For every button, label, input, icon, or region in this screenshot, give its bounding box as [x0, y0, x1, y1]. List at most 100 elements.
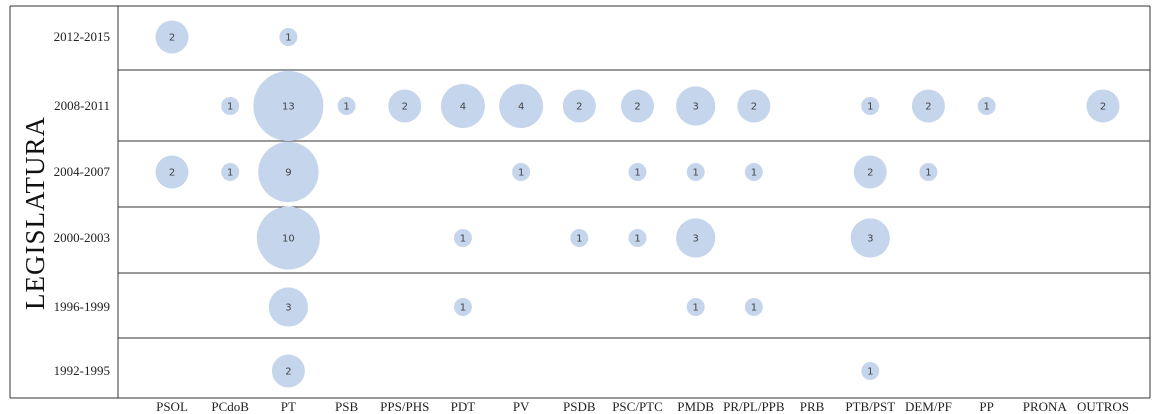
bubble: [744, 298, 763, 316]
bubble: [911, 89, 945, 123]
x-tick-label: OUTROS: [1077, 399, 1129, 414]
x-tick-label: PTB/PST: [845, 399, 895, 414]
y-tick-label: 2004-2007: [54, 164, 111, 179]
bubble-value-label: 1: [227, 102, 233, 113]
bubble: [919, 163, 938, 181]
bubble-value-label: 2: [1100, 102, 1106, 113]
bubble: [388, 89, 422, 123]
bubble-value-label: 2: [751, 102, 757, 113]
bubble-value-label: 1: [751, 168, 757, 179]
x-tick-label: PMDB: [677, 399, 714, 414]
bubble: [861, 97, 880, 115]
bubble-value-label: 2: [576, 102, 582, 113]
bubble: [271, 354, 305, 388]
bubble-value-label: 1: [867, 367, 873, 378]
bubble: [221, 97, 240, 115]
x-tick-label: PDT: [451, 399, 476, 414]
bubble: [861, 362, 880, 380]
bubble-value-label: 1: [634, 168, 640, 179]
bubble: [853, 155, 887, 189]
x-tick-label: PRONA: [1023, 399, 1068, 414]
x-tick-label: PT: [281, 399, 296, 414]
bubble-value-label: 2: [634, 102, 640, 113]
bubble-value-label: 1: [925, 168, 931, 179]
bubble-value-label: 2: [402, 102, 408, 113]
row-separators: [118, 69, 1150, 339]
y-tick-label: 2000-2003: [54, 230, 110, 245]
bubble-value-label: 1: [751, 303, 757, 314]
bubble-value-label: 4: [460, 102, 466, 113]
x-tick-label: PSC/PTC: [612, 399, 663, 414]
bubble-value-label: 1: [693, 303, 699, 314]
bubble: [440, 84, 485, 128]
bubble-value-label: 3: [285, 303, 291, 314]
bubbles: 2 11 13 1 2 4 4 2 2 3 2 1 2 1 22 1 9 1 1 1 1 2 110 1 1 1 3 33 1 1 12 1: [155, 20, 1120, 388]
bubble: [258, 141, 319, 203]
bubble: [570, 229, 589, 247]
bubble-value-label: 2: [169, 168, 175, 179]
bubble-value-label: 1: [460, 303, 466, 314]
bubble: [676, 86, 716, 126]
x-tick-label: PCdoB: [211, 399, 249, 414]
bubble: [686, 298, 705, 316]
bubble: [512, 163, 531, 181]
bubble-value-label: 3: [693, 102, 699, 113]
bubble-value-label: 2: [867, 168, 873, 179]
y-tick-labels: 2012-2015 2008-2011 2004-2007 2000-2003 1996…: [54, 29, 111, 378]
x-tick-label: PSOL: [156, 399, 188, 414]
bubble-value-label: 1: [285, 33, 291, 44]
bubble: [155, 155, 189, 189]
bubble: [253, 71, 324, 141]
bubble-value-label: 1: [693, 168, 699, 179]
bubble-value-label: 1: [634, 234, 640, 245]
bubble-value-label: 1: [983, 102, 989, 113]
bubble-value-label: 1: [867, 102, 873, 113]
bubble-value-label: 3: [867, 234, 873, 245]
y-axis-label: LEGISLATURA: [20, 116, 50, 310]
bubble: [279, 28, 298, 46]
bubble: [628, 229, 647, 247]
bubble-value-label: 2: [925, 102, 931, 113]
bubble-value-label: 2: [169, 33, 175, 44]
x-tick-label: DEM/PF: [905, 399, 952, 414]
bubble-value-label: 1: [460, 234, 466, 245]
bubble-value-label: 13: [282, 102, 295, 113]
bubble-value-label: 10: [282, 234, 295, 245]
bubble-value-label: 1: [343, 102, 349, 113]
bubble: [155, 20, 189, 54]
bubble: [221, 163, 240, 181]
x-tick-label: PPS/PHS: [380, 399, 429, 414]
bubble: [744, 163, 763, 181]
bubble: [737, 89, 771, 123]
x-tick-labels: PSOL PCdoB PT PSB PPS/PHS PDT PV PSDB PSC/PTC PMD…: [156, 399, 1129, 414]
bubble: [256, 206, 320, 270]
bubble: [453, 298, 472, 316]
y-axis-label-group: LEGISLATURA: [20, 116, 50, 310]
x-tick-label: PP: [979, 399, 993, 414]
bubble: [676, 218, 716, 258]
x-tick-label: PV: [513, 399, 530, 414]
x-tick-label: PSDB: [563, 399, 596, 414]
y-tick-label: 1996-1999: [54, 299, 110, 314]
bubble-value-label: 2: [285, 367, 291, 378]
bubble-value-label: 4: [518, 102, 524, 113]
bubble: [686, 163, 705, 181]
y-tick-label: 1992-1995: [54, 363, 110, 378]
plot-frame: [9, 5, 1151, 399]
x-tick-label: PR/PL/PPB: [723, 399, 785, 414]
y-tick-label: 2012-2015: [54, 29, 110, 44]
bubble: [977, 97, 996, 115]
bubble-value-label: 9: [285, 168, 291, 179]
bubble: [1086, 89, 1120, 123]
bubble: [850, 218, 890, 258]
bubble: [337, 97, 356, 115]
bubble: [453, 229, 472, 247]
bubble-value-label: 3: [693, 234, 699, 245]
bubble: [628, 163, 647, 181]
bubble-value-label: 1: [518, 168, 524, 179]
y-tick-label: 2008-2011: [54, 98, 110, 113]
bubble: [562, 89, 596, 123]
bubble: [268, 287, 308, 327]
x-tick-label: PSB: [335, 399, 358, 414]
